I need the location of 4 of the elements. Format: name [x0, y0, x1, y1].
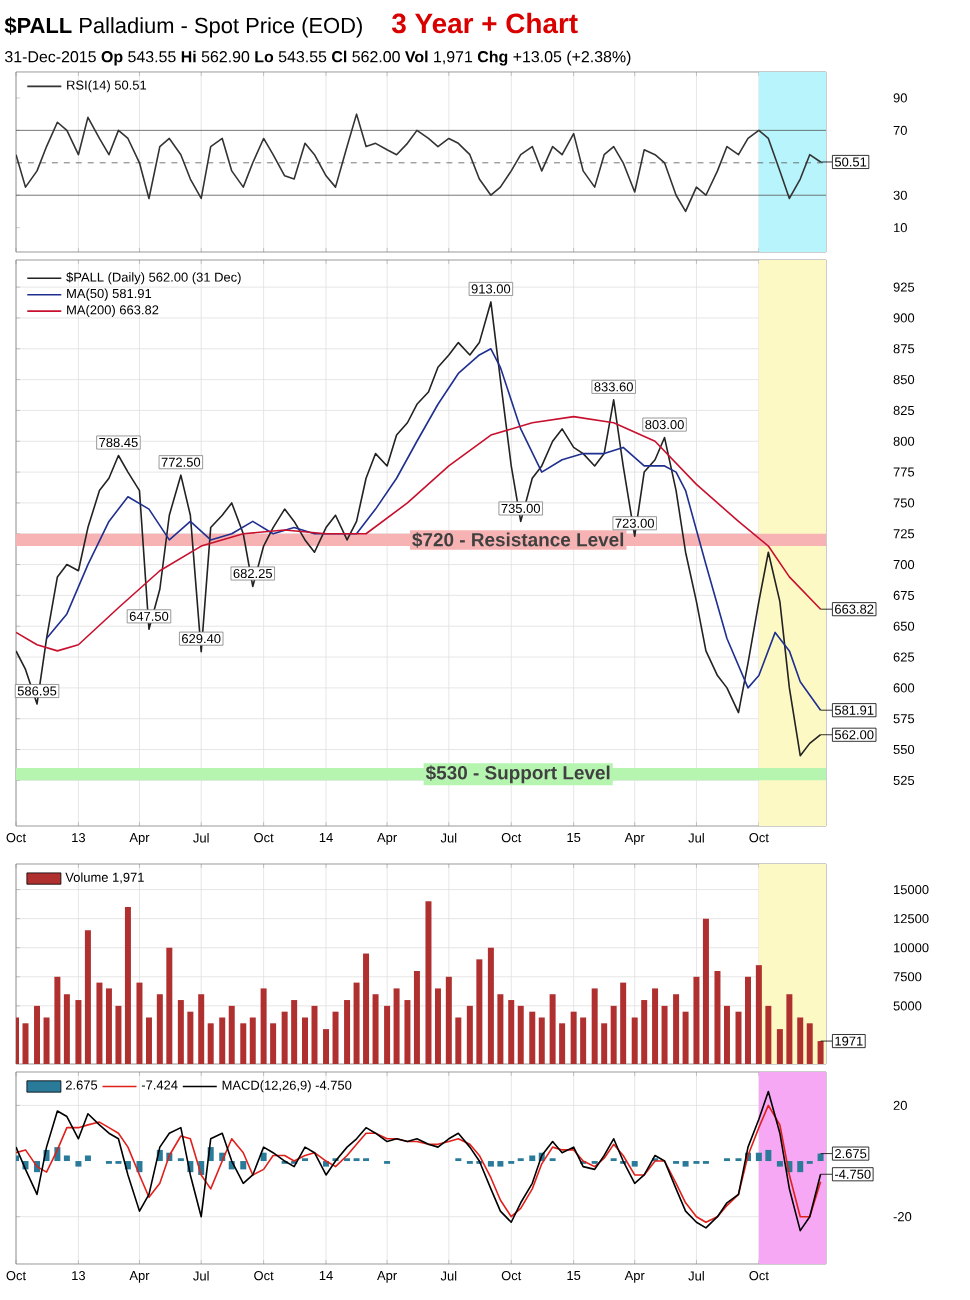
band-label: $720 - Resistance Level	[412, 532, 624, 548]
chart-title: $PALL Palladium - Spot Price (EOD)	[4, 16, 362, 38]
chart-subtitle: 3 Year + Chart	[391, 12, 578, 34]
band-label: $530 - Support Level	[425, 765, 610, 784]
